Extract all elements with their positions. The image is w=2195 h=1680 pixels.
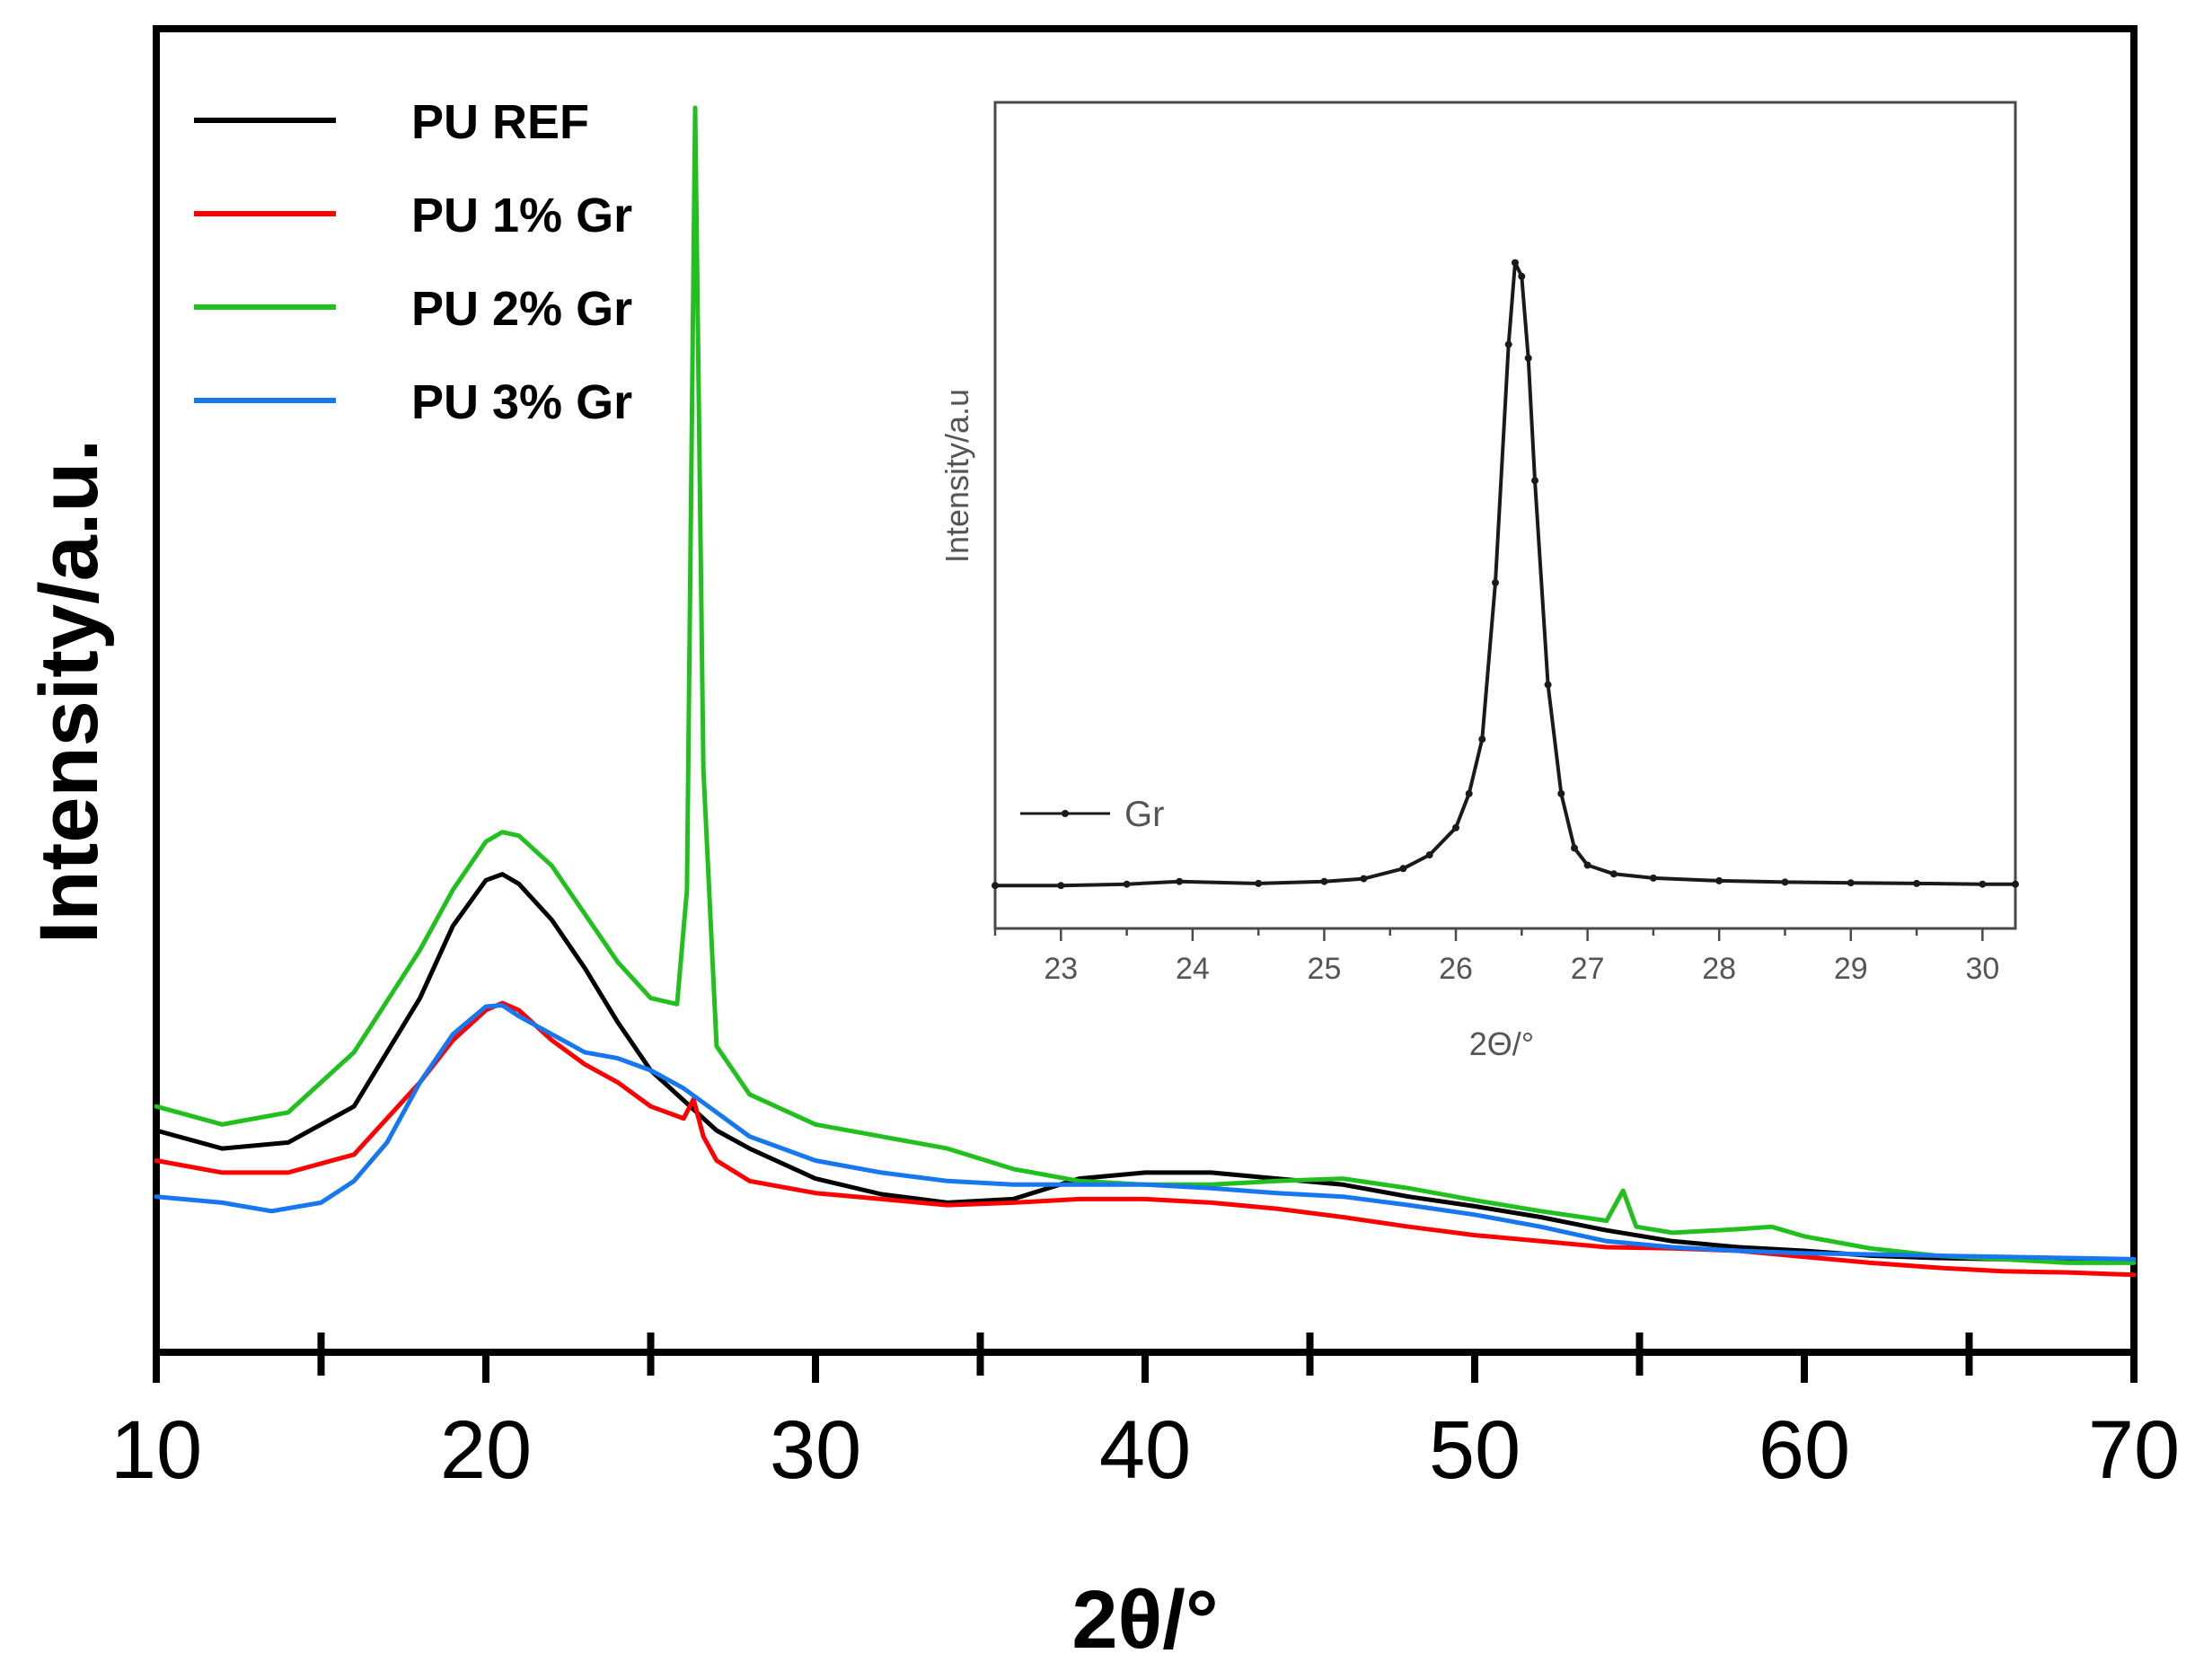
inset-marker-13: [1504, 340, 1512, 348]
inset-x-tick-label-23: 23: [1044, 952, 1078, 986]
series-line-pu-1-gr: [154, 1000, 2137, 1278]
inset-marker-12: [1492, 578, 1499, 586]
inset-legend: Gr: [1020, 795, 1164, 834]
inset-x-tick-label-29: 29: [1834, 952, 1868, 986]
x-tick-label-60: 60: [1759, 1404, 1850, 1496]
inset-marker-17: [1531, 477, 1538, 485]
inset-marker-29: [2012, 880, 2019, 888]
main-x-axis-title: 2θ/°: [1071, 1574, 1218, 1666]
inset-marker-16: [1524, 354, 1532, 362]
x-tick-label-30: 30: [770, 1404, 861, 1496]
x-tick-label-40: 40: [1099, 1404, 1191, 1496]
inset-marker-0: [992, 882, 999, 890]
x-tick-label-20: 20: [440, 1404, 532, 1496]
inset-y-axis-title: Intensity/a.u: [939, 389, 975, 563]
inset-legend-marker: [1062, 810, 1069, 817]
inset-chart: 23 24 25 26 27 28 29 30 2Θ/° Intensity/a.u Gr: [939, 101, 2019, 1062]
series-line-pu-ref: [154, 872, 2137, 1263]
x-tick-label-70: 70: [2088, 1404, 2180, 1496]
inset-x-tick-label-28: 28: [1702, 952, 1736, 986]
inset-marker-9: [1452, 823, 1459, 831]
inset-x-tick-label-26: 26: [1439, 952, 1473, 986]
inset-marker-5: [1320, 877, 1328, 885]
inset-marker-26: [1847, 879, 1855, 887]
inset-x-tick-label-25: 25: [1308, 952, 1342, 986]
series-line-pu-3-gr: [154, 1003, 2137, 1262]
inset-series-group: [992, 259, 2019, 890]
inset-legend-label-gr: Gr: [1124, 795, 1164, 834]
inset-marker-11: [1478, 735, 1486, 743]
legend-label-pu-2-gr: PU 2% Gr: [411, 282, 632, 336]
inset-marker-8: [1425, 851, 1433, 859]
inset-marker-6: [1360, 875, 1368, 883]
inset-marker-1: [1057, 882, 1065, 890]
series-line-pu-2-gr: [154, 105, 2137, 1265]
inset-marker-15: [1518, 272, 1526, 280]
inset-marker-7: [1399, 865, 1407, 873]
legend-label-pu-1-gr: PU 1% Gr: [411, 189, 632, 242]
inset-marker-14: [1512, 259, 1519, 267]
inset-marker-25: [1781, 878, 1789, 886]
main-legend: PU REF PU 1% Gr PU 2% Gr PU 3% Gr: [194, 95, 632, 429]
inset-marker-2: [1123, 880, 1131, 888]
x-tick-label-50: 50: [1429, 1404, 1521, 1496]
x-tick-label-10: 10: [110, 1404, 202, 1496]
inset-series-line-gr: [995, 260, 2015, 888]
inset-marker-21: [1583, 861, 1591, 869]
inset-marker-10: [1465, 789, 1473, 797]
main-series-group: [154, 105, 2137, 1278]
legend-label-pu-ref: PU REF: [411, 95, 589, 149]
inset-marker-3: [1176, 877, 1184, 885]
inset-plot-frame: [993, 101, 2017, 930]
inset-marker-24: [1715, 876, 1723, 884]
main-x-ticks: 10 20 30 40 50 60 70: [110, 1333, 2180, 1496]
inset-marker-23: [1649, 874, 1657, 882]
inset-x-tick-label-27: 27: [1571, 952, 1605, 986]
inset-x-axis-title: 2Θ/°: [1469, 1025, 1534, 1062]
inset-marker-4: [1255, 879, 1263, 887]
inset-x-tick-label-24: 24: [1176, 952, 1210, 986]
inset-marker-27: [1913, 879, 1921, 887]
inset-marker-28: [1979, 880, 1987, 888]
inset-x-ticks: 23 24 25 26 27 28 29 30: [993, 928, 1999, 986]
inset-marker-18: [1544, 681, 1552, 689]
inset-marker-20: [1571, 844, 1578, 852]
legend-label-pu-3-gr: PU 3% Gr: [411, 375, 632, 429]
main-y-axis-title: Intensity/a.u.: [23, 439, 115, 944]
inset-x-tick-label-30: 30: [1965, 952, 1999, 986]
inset-marker-19: [1557, 789, 1565, 797]
inset-marker-22: [1609, 870, 1618, 878]
